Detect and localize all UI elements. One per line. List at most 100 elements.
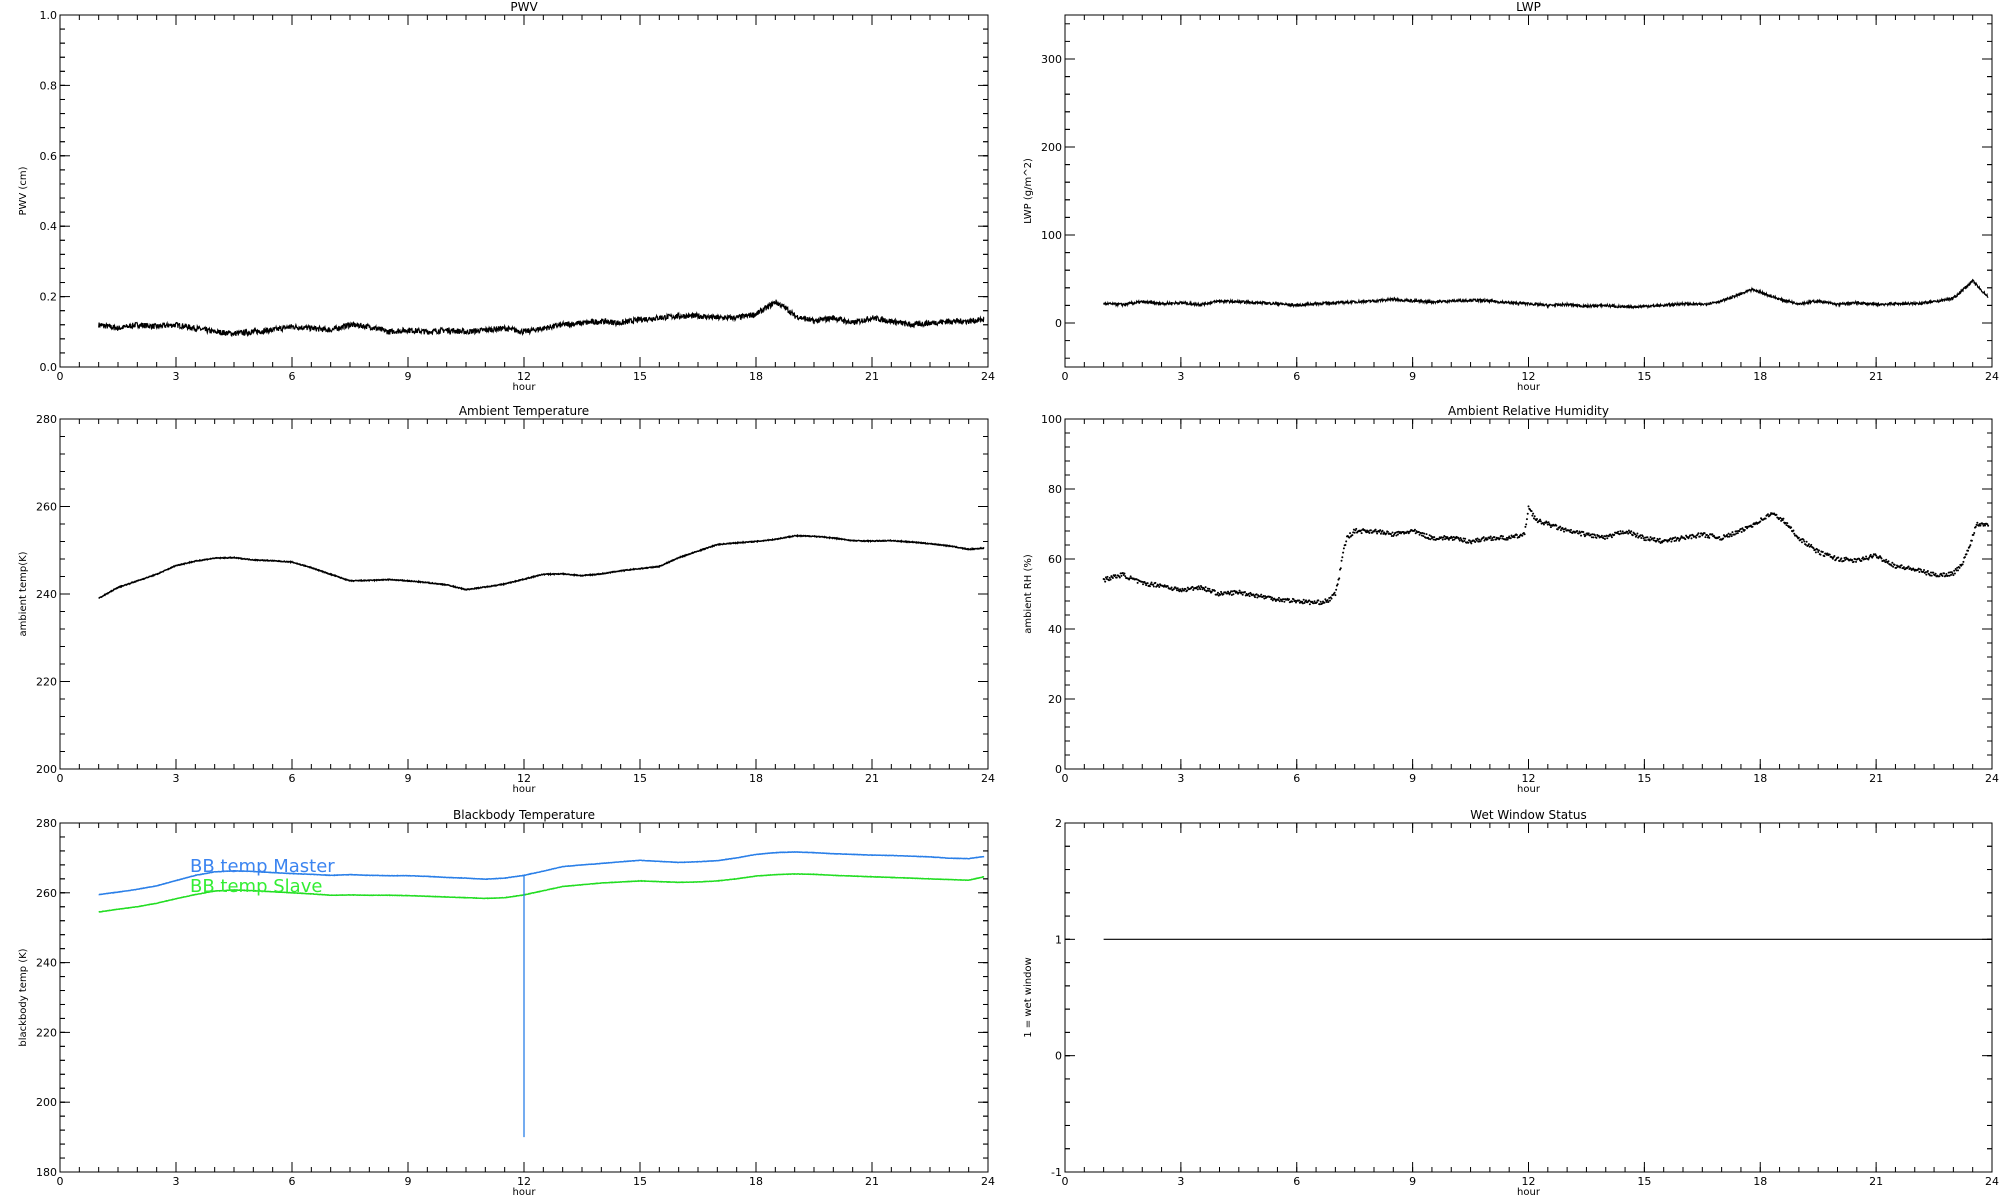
data-point	[1981, 522, 1984, 525]
data-point	[1924, 571, 1927, 574]
x-tick-label: 9	[405, 1175, 412, 1188]
data-point	[1313, 600, 1316, 603]
data-point	[1146, 582, 1149, 585]
data-point	[1323, 601, 1326, 604]
data-point	[1738, 530, 1741, 533]
data-point	[1619, 530, 1622, 533]
data-point	[1974, 525, 1977, 528]
data-point	[1949, 571, 1952, 574]
x-tick-label: 3	[1177, 772, 1184, 785]
data-point	[1128, 577, 1131, 580]
x-tick-label: 9	[1409, 370, 1416, 383]
data-point	[1562, 528, 1565, 531]
data-point	[1689, 534, 1692, 537]
data-point	[1934, 572, 1937, 575]
data-point	[1237, 591, 1240, 594]
data-point	[1938, 575, 1941, 578]
data-point	[1657, 538, 1660, 541]
data-point	[1417, 530, 1420, 533]
legend-entry: BB temp Slave	[190, 876, 322, 897]
data-point	[1184, 588, 1187, 591]
x-axis-label: hour	[513, 382, 537, 393]
data-point	[1312, 602, 1315, 605]
data-point	[1254, 596, 1257, 599]
data-point	[1947, 571, 1950, 574]
data-point	[1775, 513, 1778, 516]
data-point	[1430, 535, 1433, 538]
data-point	[1390, 535, 1393, 538]
data-point	[1477, 540, 1480, 543]
data-point	[1803, 540, 1806, 543]
data-point	[1263, 597, 1266, 600]
x-tick-label: 21	[1869, 772, 1883, 785]
data-point	[1385, 532, 1388, 535]
data-point	[1152, 583, 1155, 586]
data-point	[1349, 532, 1352, 535]
plot-frame	[59, 418, 989, 770]
data-point	[1283, 600, 1286, 603]
data-point	[1922, 570, 1925, 573]
data-point	[1308, 603, 1311, 606]
data-point	[1648, 539, 1651, 542]
data-point	[1505, 538, 1508, 541]
data-point	[1580, 534, 1583, 537]
x-axis-label: hour	[1517, 784, 1541, 795]
data-point	[1478, 538, 1481, 541]
data-point	[1547, 521, 1550, 524]
data-point	[1929, 571, 1932, 574]
data-point	[1871, 556, 1874, 559]
data-point	[1220, 590, 1223, 593]
x-tick-label: 6	[1293, 1175, 1300, 1188]
data-point	[1302, 598, 1305, 601]
data-point	[1240, 591, 1243, 594]
data-point	[1476, 537, 1479, 540]
data-point	[1579, 531, 1582, 534]
data-point	[1833, 555, 1836, 558]
data-point	[1260, 593, 1263, 596]
data-point	[1281, 600, 1284, 603]
data-point	[1603, 535, 1606, 538]
data-point	[1759, 520, 1762, 523]
data-point	[1324, 598, 1327, 601]
x-tick-label: 0	[1062, 370, 1069, 383]
data-point	[1119, 572, 1122, 575]
data-point	[1378, 530, 1381, 533]
data-point	[1606, 537, 1609, 540]
x-tick-label: 9	[405, 772, 412, 785]
data-point	[1526, 512, 1529, 515]
data-point	[1135, 578, 1138, 581]
chart-ambient-temp: Ambient Temperature 0 3 6 9 12 15 18 21 24 hour 200…	[18, 404, 995, 795]
data-point	[1861, 556, 1864, 559]
data-point	[1321, 602, 1324, 605]
data-point	[1670, 540, 1673, 543]
data-point	[1226, 590, 1229, 593]
data-point	[1317, 599, 1320, 602]
data-point	[1731, 531, 1734, 534]
data-point	[1726, 535, 1729, 538]
data-point	[1672, 537, 1675, 540]
data-point	[1515, 533, 1518, 536]
data-point	[1502, 535, 1505, 538]
data-point	[1532, 517, 1535, 520]
y-axis-label: ambient RH (%)	[1023, 554, 1034, 634]
data-point	[1108, 579, 1111, 582]
data-point	[1243, 590, 1246, 593]
data-point	[1270, 598, 1273, 601]
data-point	[1433, 536, 1436, 539]
legend-entry: BB temp Master	[190, 856, 335, 877]
data-point	[1111, 576, 1114, 579]
data-point	[1733, 533, 1736, 536]
x-tick-label: 24	[981, 772, 995, 785]
data-point	[1564, 527, 1567, 530]
data-point	[1902, 566, 1905, 569]
data-point	[1814, 548, 1817, 551]
data-point	[1123, 572, 1126, 575]
data-point	[1636, 532, 1639, 535]
data-point	[1305, 599, 1308, 602]
data-point	[1369, 529, 1372, 532]
data-point	[1646, 536, 1649, 539]
data-point	[1191, 585, 1194, 588]
data-point	[1842, 559, 1845, 562]
data-point	[1176, 589, 1179, 592]
data-point	[1900, 564, 1903, 567]
